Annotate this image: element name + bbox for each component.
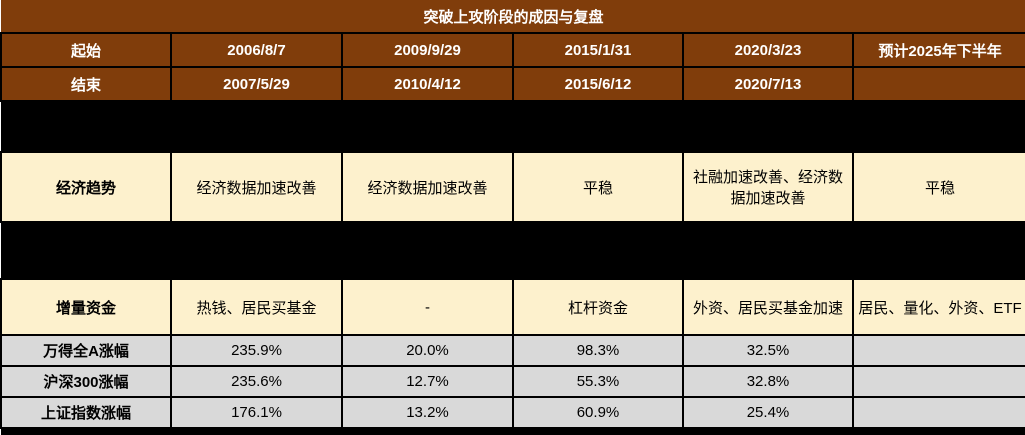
cell-sse-3: 60.9% <box>512 396 684 429</box>
row-incremental-funds: 增量资金 热钱、居民买基金 - 杠杆资金 外资、居民买基金加速 居民、量化、外资… <box>0 278 1025 336</box>
row-economic-trend: 经济趋势 经济数据加速改善 经济数据加速改善 平稳 社融加速改善、经济数据加速改… <box>0 151 1025 223</box>
table-title: 突破上攻阶段的成因与复盘 <box>1 0 1025 34</box>
redacted-band-1 <box>1 101 1025 152</box>
cell-funds-2: - <box>341 278 514 336</box>
redacted-band-2 <box>1 222 1025 279</box>
cell-end-1: 2007/5/29 <box>170 66 343 102</box>
redacted-black-bar <box>1 101 1025 152</box>
bottom-black-bar <box>1 428 1025 435</box>
cell-start-5: 预计2025年下半年 <box>851 32 1025 68</box>
cell-start-3: 2015/1/31 <box>512 32 684 68</box>
cell-sse-1: 176.1% <box>170 396 343 429</box>
row-header-incremental-funds: 增量资金 <box>0 278 172 336</box>
cell-sse-2: 13.2% <box>341 396 514 429</box>
row-header-csi300: 沪深300涨幅 <box>0 365 172 398</box>
cell-sse-5 <box>851 396 1025 429</box>
cell-end-4: 2020/7/13 <box>682 66 854 102</box>
cell-csi-2: 12.7% <box>341 365 514 398</box>
row-start-date: 起始 2006/8/7 2009/9/29 2015/1/31 2020/3/2… <box>0 32 1025 68</box>
row-header-end: 结束 <box>0 66 172 102</box>
cell-econ-3: 平稳 <box>512 151 684 223</box>
cell-start-1: 2006/8/7 <box>170 32 343 68</box>
cell-winda-5 <box>851 334 1025 367</box>
cell-sse-4: 25.4% <box>682 396 854 429</box>
cell-end-5 <box>851 66 1025 102</box>
cell-csi-5 <box>851 365 1025 398</box>
cell-funds-1: 热钱、居民买基金 <box>170 278 343 336</box>
cell-csi-1: 235.6% <box>170 365 343 398</box>
cell-econ-5: 平稳 <box>851 151 1025 223</box>
cell-econ-2: 经济数据加速改善 <box>341 151 514 223</box>
cell-csi-4: 32.8% <box>682 365 854 398</box>
row-wind-all-a-gain: 万得全A涨幅 235.9% 20.0% 98.3% 32.5% <box>0 334 1025 367</box>
row-csi300-gain: 沪深300涨幅 235.6% 12.7% 55.3% 32.8% <box>0 365 1025 398</box>
bottom-black-bar-cell <box>1 428 1025 435</box>
row-header-economic-trend: 经济趋势 <box>0 151 172 223</box>
cell-end-2: 2010/4/12 <box>341 66 514 102</box>
row-header-wind-all-a: 万得全A涨幅 <box>0 334 172 367</box>
cell-csi-3: 55.3% <box>512 365 684 398</box>
cell-econ-1: 经济数据加速改善 <box>170 151 343 223</box>
cell-end-3: 2015/6/12 <box>512 66 684 102</box>
redacted-black-bar <box>1 222 1025 279</box>
cell-start-2: 2009/9/29 <box>341 32 514 68</box>
cell-start-4: 2020/3/23 <box>682 32 854 68</box>
cell-winda-3: 98.3% <box>512 334 684 367</box>
cell-winda-2: 20.0% <box>341 334 514 367</box>
cell-winda-1: 235.9% <box>170 334 343 367</box>
cell-econ-4: 社融加速改善、经济数据加速改善 <box>682 151 854 223</box>
row-header-start: 起始 <box>0 32 172 68</box>
row-sse-index-gain: 上证指数涨幅 176.1% 13.2% 60.9% 25.4% <box>0 396 1025 429</box>
cell-funds-3: 杠杆资金 <box>512 278 684 336</box>
cell-funds-4: 外资、居民买基金加速 <box>682 278 854 336</box>
row-header-sse-index: 上证指数涨幅 <box>0 396 172 429</box>
table-title-row: 突破上攻阶段的成因与复盘 <box>1 0 1025 34</box>
row-end-date: 结束 2007/5/29 2010/4/12 2015/6/12 2020/7/… <box>0 66 1025 102</box>
cell-funds-5: 居民、量化、外资、ETF <box>851 278 1025 336</box>
cell-winda-4: 32.5% <box>682 334 854 367</box>
